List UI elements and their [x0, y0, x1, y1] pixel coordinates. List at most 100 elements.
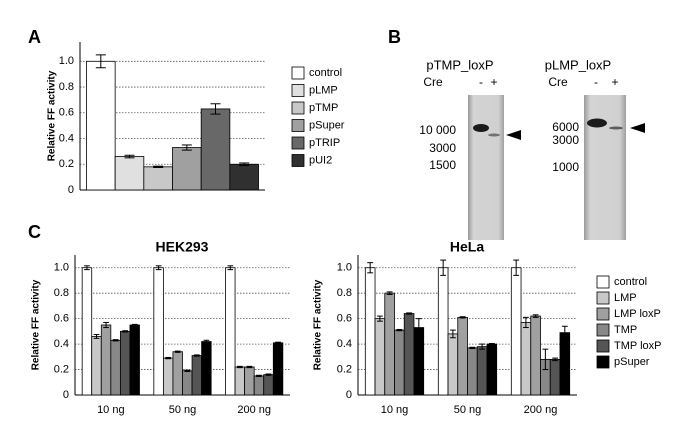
error-bar [181, 144, 192, 151]
y-tick-label: 0.2 [337, 363, 352, 375]
bar [253, 375, 265, 396]
error-bar [153, 165, 164, 168]
gel-image [468, 95, 504, 240]
error-bar [124, 154, 135, 159]
error-bar [193, 354, 200, 357]
y-tick-label: 0.6 [337, 313, 352, 325]
error-bar [386, 291, 393, 295]
bar [191, 355, 203, 396]
bar [172, 351, 183, 396]
error-bar [415, 318, 422, 337]
gel-title: pLMP_loxP [545, 57, 611, 72]
bar [559, 332, 571, 396]
legend-swatch [291, 136, 305, 150]
y-tick-label: 0.4 [59, 132, 74, 144]
error-bar [95, 54, 106, 69]
error-bar [174, 350, 181, 353]
y-tick-label: 0.8 [59, 81, 74, 93]
bar [510, 267, 522, 396]
legend-label: LMP loxP [614, 308, 661, 320]
y-tick-label: 0.8 [54, 287, 69, 299]
legend-swatch [596, 339, 610, 353]
chart-title: HeLa [450, 239, 484, 255]
error-bar [131, 323, 138, 327]
bar [263, 374, 274, 396]
error-bar [532, 314, 539, 318]
bar [364, 267, 376, 396]
legend-swatch [596, 355, 610, 369]
bar [225, 267, 236, 396]
y-axis-label: Relative FF activity [313, 279, 324, 370]
legend-swatch [596, 275, 610, 289]
x-tick-label: 50 ng [454, 404, 482, 416]
error-bar [469, 346, 476, 350]
bar [91, 336, 102, 396]
x-tick-label: 10 ng [381, 404, 409, 416]
error-bar [246, 365, 253, 369]
y-tick-label: 0.2 [59, 158, 74, 170]
y-tick-label: 0 [63, 389, 69, 401]
error-bar [227, 265, 234, 271]
error-bar [103, 321, 109, 329]
arrowhead [630, 123, 645, 133]
bar [467, 347, 478, 396]
size-marker: 1000 [552, 160, 579, 174]
error-bar [367, 262, 374, 274]
error-bar [449, 329, 456, 339]
bar [520, 322, 532, 396]
error-bar [542, 348, 549, 371]
bar [200, 108, 231, 191]
legend-swatch [291, 154, 305, 167]
bar [81, 267, 93, 396]
y-tick-label: 1.0 [337, 262, 352, 274]
gel-title: pTMP_loxP [426, 57, 493, 72]
error-bar [165, 356, 172, 360]
error-bar [406, 312, 413, 315]
bar [100, 324, 112, 396]
error-bar [236, 365, 243, 369]
legend-swatch [596, 291, 610, 305]
bar [119, 330, 131, 396]
bar [153, 267, 164, 396]
error-bar [203, 339, 210, 344]
bar [530, 315, 541, 396]
panel-label: C [28, 222, 41, 242]
panel-label: B [388, 27, 401, 47]
gel-band [473, 124, 489, 132]
error-bar [265, 373, 272, 376]
cre-label: Cre [423, 75, 443, 89]
error-bar [561, 325, 568, 340]
y-tick-label: 1.0 [54, 262, 69, 274]
bar [403, 313, 415, 396]
legend-swatch [291, 84, 305, 97]
legend-swatch [596, 307, 610, 321]
x-tick-label: 50 ng [169, 404, 197, 416]
x-tick-label: 200 ng [524, 404, 558, 416]
error-bar [396, 328, 403, 332]
error-bar [84, 265, 90, 271]
bar [234, 366, 246, 396]
error-bar [112, 339, 119, 342]
y-tick-label: 0 [68, 184, 74, 196]
bar [272, 342, 284, 396]
legend-label: control [309, 67, 342, 79]
bar [244, 366, 255, 396]
bar [486, 343, 498, 396]
legend-swatch [291, 119, 305, 132]
lane-label: + [611, 75, 618, 89]
error-bar [239, 162, 250, 167]
bar [114, 156, 145, 191]
bar [110, 339, 121, 396]
gel-band [488, 133, 500, 137]
gel-band [587, 118, 607, 128]
error-bar [184, 369, 191, 372]
error-bar [93, 334, 100, 339]
bar [384, 292, 395, 396]
bar [437, 267, 449, 396]
bar [201, 341, 212, 396]
legend-label: pSuper [309, 119, 345, 131]
arrowhead [506, 130, 521, 140]
bar [129, 324, 140, 396]
legend-label: control [614, 276, 647, 288]
